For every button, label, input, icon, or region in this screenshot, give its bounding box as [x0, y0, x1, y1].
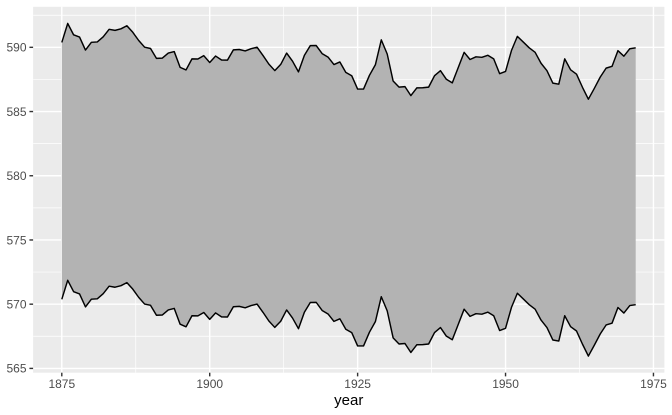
- svg-text:590: 590: [6, 41, 26, 55]
- svg-text:565: 565: [6, 362, 26, 376]
- svg-text:575: 575: [6, 233, 26, 247]
- svg-text:1875: 1875: [48, 377, 75, 391]
- svg-text:585: 585: [6, 105, 26, 119]
- svg-text:570: 570: [6, 297, 26, 311]
- svg-text:1950: 1950: [492, 377, 519, 391]
- svg-text:1900: 1900: [196, 377, 223, 391]
- svg-text:1975: 1975: [640, 377, 667, 391]
- svg-text:year: year: [334, 392, 363, 409]
- svg-text:580: 580: [6, 169, 26, 183]
- svg-text:1925: 1925: [344, 377, 371, 391]
